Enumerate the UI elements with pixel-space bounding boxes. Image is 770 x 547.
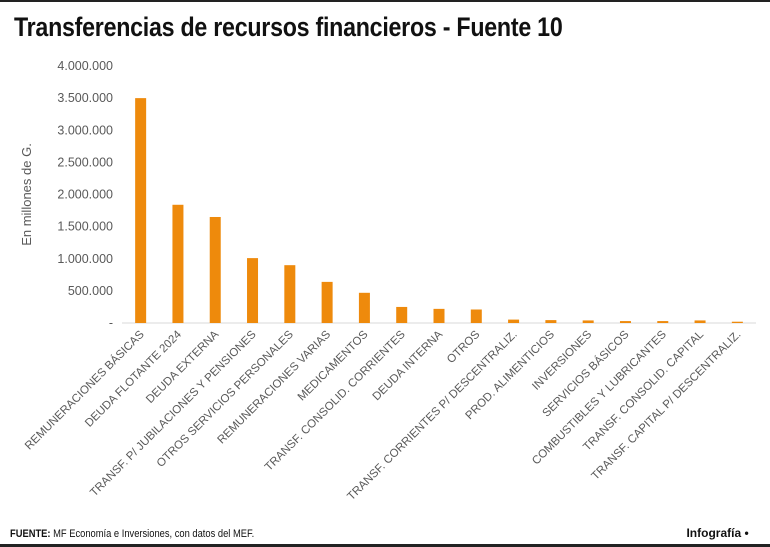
x-tick-label: TRANSF. CONSOLID. CORRIENTES bbox=[263, 328, 408, 473]
bar bbox=[545, 320, 557, 323]
bar bbox=[358, 292, 370, 323]
y-tick-label: 1.000.000 bbox=[57, 252, 113, 266]
bar bbox=[731, 321, 743, 323]
bar bbox=[209, 216, 221, 323]
x-tick-label: MEDICAMENTOS bbox=[296, 328, 371, 403]
y-tick-label: 3.500.000 bbox=[57, 91, 113, 105]
bar bbox=[508, 319, 520, 323]
bar-chart: - 500.000 1.000.000 1.500.000 2.000.000 2.500… bbox=[19, 59, 756, 503]
bar bbox=[321, 281, 333, 323]
bar bbox=[247, 258, 259, 323]
credit-text: Infografía • bbox=[686, 526, 749, 540]
x-tick-label: OTROS SERVICIOS PERSONALES bbox=[155, 328, 296, 469]
bar bbox=[619, 321, 631, 323]
top-rule bbox=[0, 0, 770, 2]
chart-title: Transferencias de recursos financieros -… bbox=[14, 12, 563, 42]
source-label: FUENTE: bbox=[10, 528, 51, 540]
bottom-rule bbox=[0, 544, 770, 547]
y-tick-label: 1.500.000 bbox=[57, 220, 113, 234]
y-tick-label: 4.000.000 bbox=[57, 59, 113, 73]
credit: Infografía • bbox=[686, 526, 758, 540]
x-tick-label: DEUDA INTERNA bbox=[371, 328, 446, 403]
bar bbox=[694, 320, 706, 323]
y-tick-label: 3.000.000 bbox=[57, 123, 113, 137]
source-note: FUENTE: MF Economía e Inversiones, con d… bbox=[10, 528, 254, 540]
bar bbox=[284, 265, 296, 323]
bar bbox=[433, 308, 445, 323]
y-axis-label: En millones de G. bbox=[19, 143, 34, 246]
y-tick-label: 2.000.000 bbox=[57, 188, 113, 202]
bar bbox=[470, 309, 482, 323]
bar bbox=[396, 306, 408, 323]
y-tick-label: 2.500.000 bbox=[57, 155, 113, 169]
bar bbox=[657, 321, 669, 323]
bar bbox=[135, 98, 147, 323]
x-tick-label: TRANSF. CORRIENTES P/ DESCENTRALIZ. bbox=[345, 329, 519, 503]
x-tick-label: OTROS bbox=[445, 328, 483, 366]
source-text: MF Economía e Inversiones, con datos del… bbox=[53, 528, 255, 540]
x-tick-label: DEUDA EXTERNA bbox=[144, 328, 221, 405]
bar bbox=[582, 320, 594, 323]
x-tick-label: COMBUSTIBLES Y LUBRICANTES bbox=[530, 328, 669, 467]
bar bbox=[172, 204, 184, 323]
y-tick-label: 500.000 bbox=[68, 284, 113, 298]
y-tick-label: - bbox=[109, 316, 113, 330]
